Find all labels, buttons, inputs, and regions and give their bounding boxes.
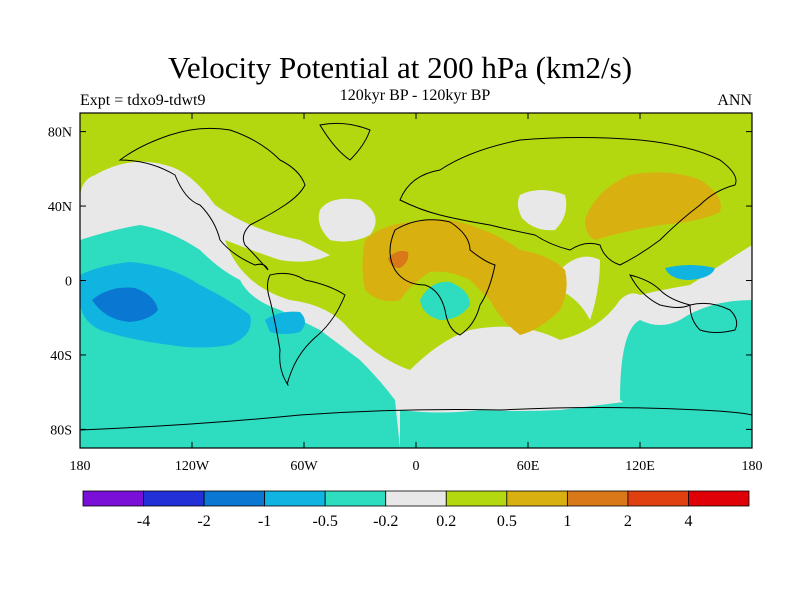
coastline-greenland [319, 122, 371, 161]
experiment-label: Expt = tdxo9-tdwt9 [80, 92, 206, 109]
coastline-eurasia [399, 137, 737, 266]
colorbar-swatch [627, 490, 689, 507]
colorbar-label: 0.5 [497, 513, 517, 530]
colorbar-label: -1 [258, 513, 271, 530]
colorbar-label: 4 [684, 513, 692, 530]
coastline-north-america [118, 127, 306, 271]
colorbar-swatch [324, 490, 387, 507]
lon-tick-label: 120E [625, 459, 655, 474]
colorbar-swatch [203, 490, 266, 507]
colorbar-label: -0.5 [313, 513, 338, 530]
colorbar: -4 -2 -1 -0.5 -0.2 0.2 0.5 1 2 4 [82, 490, 750, 530]
moderate-negative-pacific [80, 262, 251, 348]
lon-tick-label: 180 [70, 459, 91, 474]
colorbar-label: -2 [197, 513, 210, 530]
lon-tick-label: 180 [742, 459, 763, 474]
coastline-antarctica [80, 407, 752, 431]
coastline-africa [389, 219, 496, 336]
near-zero-region-atlantic [318, 198, 376, 242]
lat-tick-label: 80S [50, 423, 72, 438]
coastline-south-america [267, 272, 346, 386]
colorbar-label: -4 [137, 513, 150, 530]
near-zero-region-indian [560, 256, 600, 320]
coastline-layer [80, 122, 752, 431]
colorbar-label: 1 [563, 513, 571, 530]
season-label: ANN [717, 92, 752, 109]
lat-tick-label: 40S [50, 349, 72, 364]
positive-region-africa [362, 219, 567, 335]
lat-tick-label: 80N [48, 126, 72, 141]
weak-negative-africa [420, 281, 470, 320]
positive-max-westafrica [388, 250, 409, 268]
colorbar-label: 0.2 [436, 513, 456, 530]
colorbar-swatch [566, 490, 629, 507]
latitude-axis: 80N 40N 0 40S 80S [48, 126, 752, 438]
colorbar-swatch [82, 490, 144, 507]
lat-tick-label: 0 [65, 275, 72, 290]
lon-tick-label: 120W [175, 459, 210, 474]
colorbar-swatch [506, 490, 568, 507]
chart-title: Velocity Potential at 200 hPa (km2/s) [167, 50, 633, 85]
colorbar-swatch [445, 490, 508, 507]
contour-fill-layer [80, 113, 752, 448]
colorbar-swatch [264, 490, 326, 507]
chart-subtitle: 120kyr BP - 120kyr BP [339, 87, 491, 104]
coastline-australia [689, 302, 738, 333]
moderate-negative-westpac [665, 265, 715, 280]
colorbar-label: -0.2 [373, 513, 398, 530]
colorbar-swatch [385, 490, 447, 507]
colorbar-label: 2 [624, 513, 632, 530]
lon-tick-label: 60W [290, 459, 318, 474]
positive-region-asia [585, 172, 721, 240]
strong-negative-pacific [92, 287, 158, 322]
lon-tick-label: 60E [517, 459, 540, 474]
near-zero-region-asia [517, 190, 567, 231]
moderate-negative-samerica [265, 311, 305, 334]
longitude-axis: 180 120W 60W 0 60E 120E 180 [70, 113, 763, 474]
lat-tick-label: 40N [48, 200, 72, 215]
colorbar-swatch [143, 490, 205, 507]
weak-negative-indian [620, 300, 752, 425]
colorbar-swatch [688, 490, 750, 507]
lon-tick-label: 0 [413, 459, 420, 474]
